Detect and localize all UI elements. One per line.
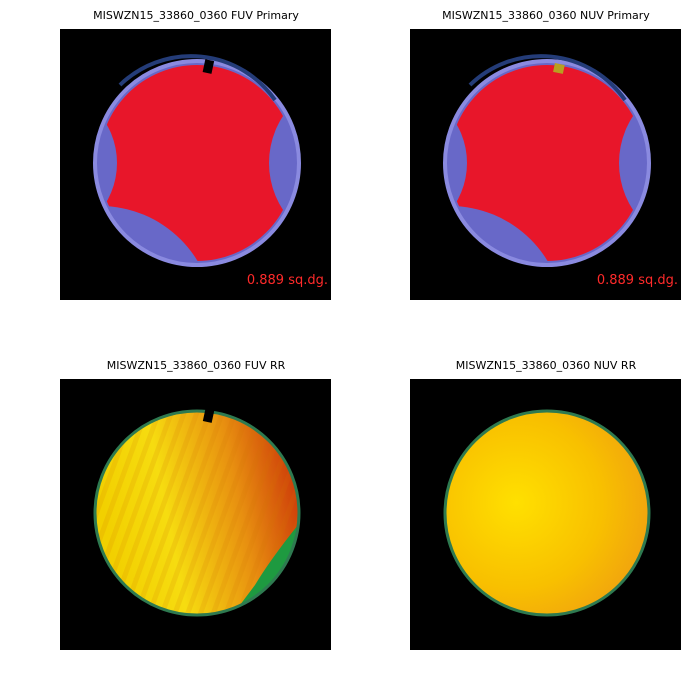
panel-title: MISWZN15_33860_0360 FUV Primary (93, 9, 299, 22)
panel: MISWZN15_33860_0360 FUV Primary 0.889 sq… (60, 9, 331, 300)
edge (443, 409, 651, 617)
panel: MISWZN15_33860_0360 FUV RR (60, 359, 331, 650)
marker (553, 63, 565, 74)
panel-title: MISWZN15_33860_0360 FUV RR (107, 359, 286, 372)
response-texture (95, 411, 299, 615)
response-map (445, 411, 649, 615)
notch (202, 59, 215, 74)
panel-title: MISWZN15_33860_0360 NUV Primary (442, 9, 650, 22)
area-label: 0.889 sq.dg. (247, 273, 328, 288)
panel: MISWZN15_33860_0360 NUV RR (410, 359, 681, 650)
primary-region (95, 61, 299, 265)
panel-title: MISWZN15_33860_0360 NUV RR (456, 359, 637, 372)
low-response (240, 525, 298, 605)
area-label: 0.889 sq.dg. (597, 273, 678, 288)
edge (468, 54, 627, 102)
notch (202, 408, 215, 423)
edge (93, 409, 301, 617)
panel: MISWZN15_33860_0360 NUV Primary 0.889 sq… (410, 9, 681, 300)
edge (118, 54, 277, 102)
primary-region (445, 61, 649, 265)
